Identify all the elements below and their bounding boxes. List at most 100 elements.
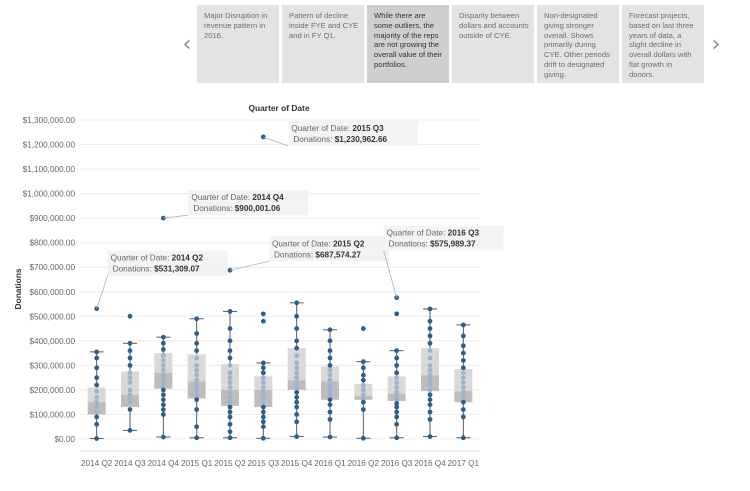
data-point [394, 295, 400, 301]
data-point [94, 382, 100, 388]
data-point [127, 407, 133, 412]
data-point [160, 402, 166, 408]
data-point [260, 365, 266, 371]
data-point [360, 365, 366, 371]
y-tick-label: $400,000.00 [29, 337, 75, 346]
data-point [327, 402, 333, 408]
data-point [94, 388, 100, 394]
data-point [227, 375, 233, 381]
annotation-quarter-value: 2016 Q3 [448, 229, 480, 238]
chevron-left-icon[interactable]: ‹ [182, 32, 192, 57]
data-point [294, 394, 300, 400]
data-point [227, 370, 233, 376]
data-point [394, 414, 400, 420]
data-point [327, 416, 333, 422]
data-point [460, 350, 466, 356]
story-point-4[interactable]: Disparity between dollars and accounts o… [452, 5, 534, 83]
annotation-donations-line: Donations: $531,309.07 [113, 265, 200, 274]
data-point [94, 409, 100, 415]
data-point [227, 414, 233, 420]
annotation-quarter-line: Quarter of Date: 2015 Q2 [272, 239, 365, 248]
data-point [360, 392, 366, 398]
annotation-box [383, 225, 504, 251]
story-point-2[interactable]: Pattern of decline inside FYE and CYE an… [282, 5, 364, 83]
data-point [394, 385, 400, 390]
chevron-right-icon[interactable]: › [711, 32, 721, 57]
x-tick-label: 2015 Q3 [248, 459, 280, 468]
data-point [427, 333, 433, 339]
data-point [294, 345, 300, 351]
annotation-quarter-label: Quarter of Date: [111, 254, 172, 263]
annotation-quarter-label: Quarter of Date: [191, 193, 252, 202]
data-point [160, 358, 166, 363]
data-point [194, 348, 200, 354]
annotation-box [269, 236, 389, 262]
data-point [227, 421, 233, 427]
annotation-box [107, 250, 228, 276]
data-point [394, 362, 400, 368]
annotation-donations-line: Donations: $900,001.06 [193, 204, 280, 213]
annotation-donations-value: $687,574.27 [315, 250, 361, 259]
annotation-callout: Quarter of Date: 2014 Q4 Donations: $900,… [163, 190, 309, 219]
data-point [94, 349, 100, 355]
data-point [460, 385, 466, 390]
data-point [394, 397, 400, 403]
data-point [260, 385, 266, 390]
data-point [427, 306, 433, 312]
data-point [327, 377, 333, 383]
data-point [94, 399, 100, 405]
annotation-leader [263, 136, 289, 147]
data-point [294, 353, 300, 358]
data-point [394, 401, 400, 406]
annotation-donations-line: Donations: $575,989.37 [389, 240, 476, 249]
data-point [427, 372, 433, 378]
x-tick-label: 2014 Q4 [148, 459, 180, 468]
y-tick-label: $1,200,000.00 [23, 141, 76, 150]
data-point [227, 338, 233, 344]
data-point [460, 370, 466, 376]
data-point [127, 362, 133, 368]
data-point [194, 340, 200, 346]
data-point [194, 382, 200, 388]
data-point [94, 421, 100, 427]
data-point [160, 362, 166, 368]
data-point [327, 392, 333, 398]
data-point [260, 380, 266, 385]
chart-title: Quarter of Date [249, 103, 310, 113]
data-point [427, 326, 433, 331]
data-point [160, 392, 166, 398]
y-tick-label: $900,000.00 [29, 214, 75, 223]
data-point [327, 355, 333, 361]
data-point [394, 435, 400, 441]
data-point [294, 313, 300, 319]
data-point [427, 387, 433, 393]
story-point-1[interactable]: Major Disruption in revenue pattern in 2… [197, 5, 279, 83]
annotation-box [188, 190, 309, 216]
data-point [227, 394, 233, 400]
data-point [394, 370, 400, 376]
y-tick-label: $800,000.00 [29, 239, 75, 248]
data-point [327, 434, 333, 440]
data-point [294, 338, 300, 344]
annotation-quarter-value: 2014 Q2 [172, 254, 204, 263]
story-point-5[interactable]: Non-designated giving stronger overall. … [537, 5, 619, 83]
box-upper [421, 348, 439, 376]
annotation-quarter-line: Quarter of Date: 2014 Q2 [111, 254, 204, 263]
data-point [94, 404, 100, 410]
data-point [294, 399, 300, 405]
data-point [394, 404, 400, 410]
data-point [260, 404, 266, 410]
data-point [394, 409, 400, 415]
story-point-6[interactable]: Forecast projects, based on last three y… [622, 5, 704, 83]
data-point [460, 380, 466, 385]
x-tick-label: 2017 Q1 [448, 459, 480, 468]
story-point-3[interactable]: While there are some outliers, the major… [367, 5, 449, 83]
annotation-quarter-line: Quarter of Date: 2014 Q4 [191, 193, 284, 202]
data-point [394, 355, 400, 361]
data-point [194, 392, 200, 398]
annotation-quarter-line: Quarter of Date: 2015 Q3 [291, 124, 384, 133]
data-point [427, 367, 433, 373]
data-point [260, 414, 266, 420]
data-point [260, 394, 266, 400]
data-point [127, 370, 133, 376]
